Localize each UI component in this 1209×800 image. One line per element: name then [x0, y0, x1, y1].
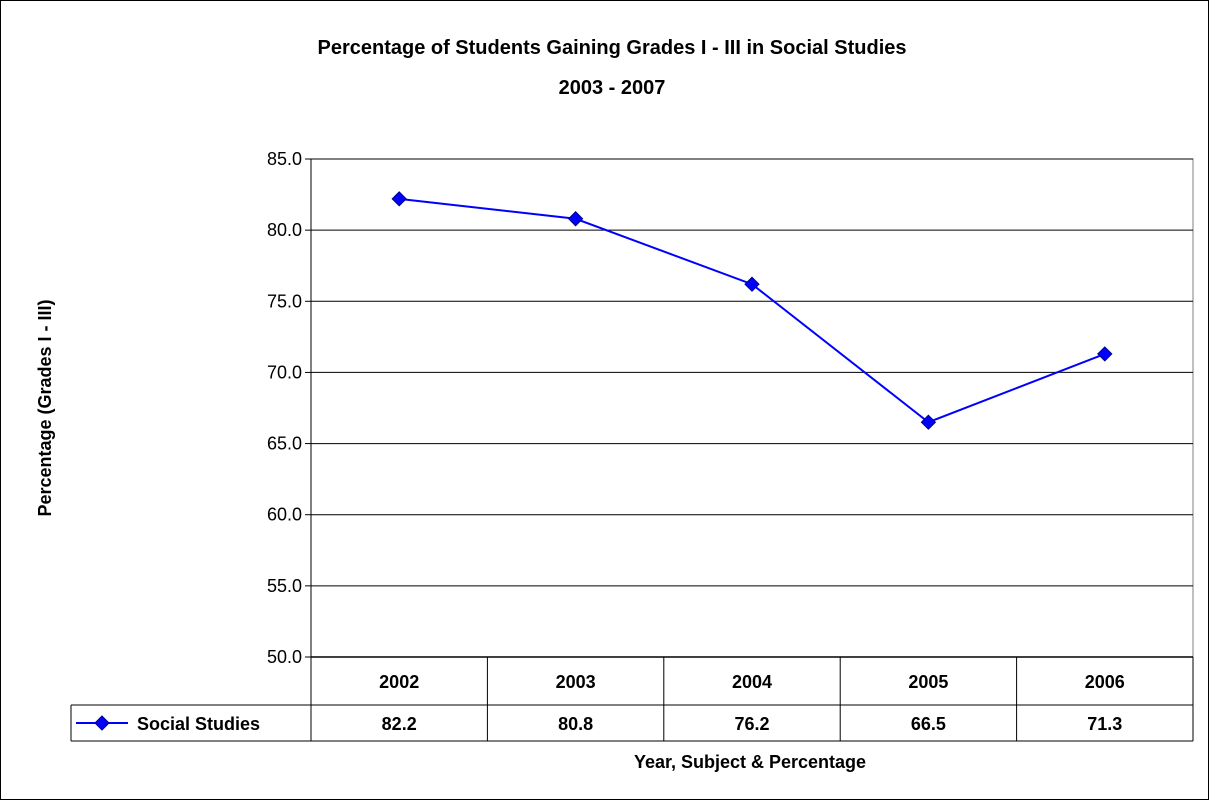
x-category-label: 2006: [1085, 672, 1125, 692]
data-value-label: 82.2: [382, 714, 417, 734]
y-axis-title: Percentage (Grades I - III): [35, 299, 55, 516]
series-line: [399, 197, 1106, 424]
x-axis-title: Year, Subject & Percentage: [634, 752, 866, 772]
x-category-label: 2005: [908, 672, 948, 692]
y-tick-label: 85.0: [267, 149, 302, 169]
x-category-label: 2004: [732, 672, 772, 692]
data-point-marker: [744, 276, 760, 292]
data-value-label: 66.5: [911, 714, 946, 734]
chart-title: Percentage of Students Gaining Grades I …: [317, 37, 906, 59]
y-tick-label: 60.0: [267, 505, 302, 525]
legend-label: Social Studies: [137, 714, 260, 734]
data-point-marker: [920, 414, 937, 430]
y-tick-label: 65.0: [267, 434, 302, 454]
y-tick-label: 75.0: [267, 291, 302, 311]
data-point-marker: [567, 211, 584, 227]
legend-marker: [94, 715, 110, 731]
plot-area-border: [310, 158, 1194, 658]
data-point-marker: [1097, 346, 1113, 362]
data-value-label: 71.3: [1087, 714, 1122, 734]
chart-subtitle: 2003 - 2007: [559, 77, 666, 99]
y-tick-label: 50.0: [267, 647, 302, 667]
y-tick-label: 80.0: [267, 220, 302, 240]
data-value-label: 76.2: [734, 714, 769, 734]
x-category-label: 2002: [379, 672, 419, 692]
x-category-label: 2003: [556, 672, 596, 692]
data-point-marker: [391, 191, 407, 207]
data-value-label: 80.8: [558, 714, 593, 734]
y-tick-label: 55.0: [267, 576, 302, 596]
y-tick-label: 70.0: [267, 362, 302, 382]
